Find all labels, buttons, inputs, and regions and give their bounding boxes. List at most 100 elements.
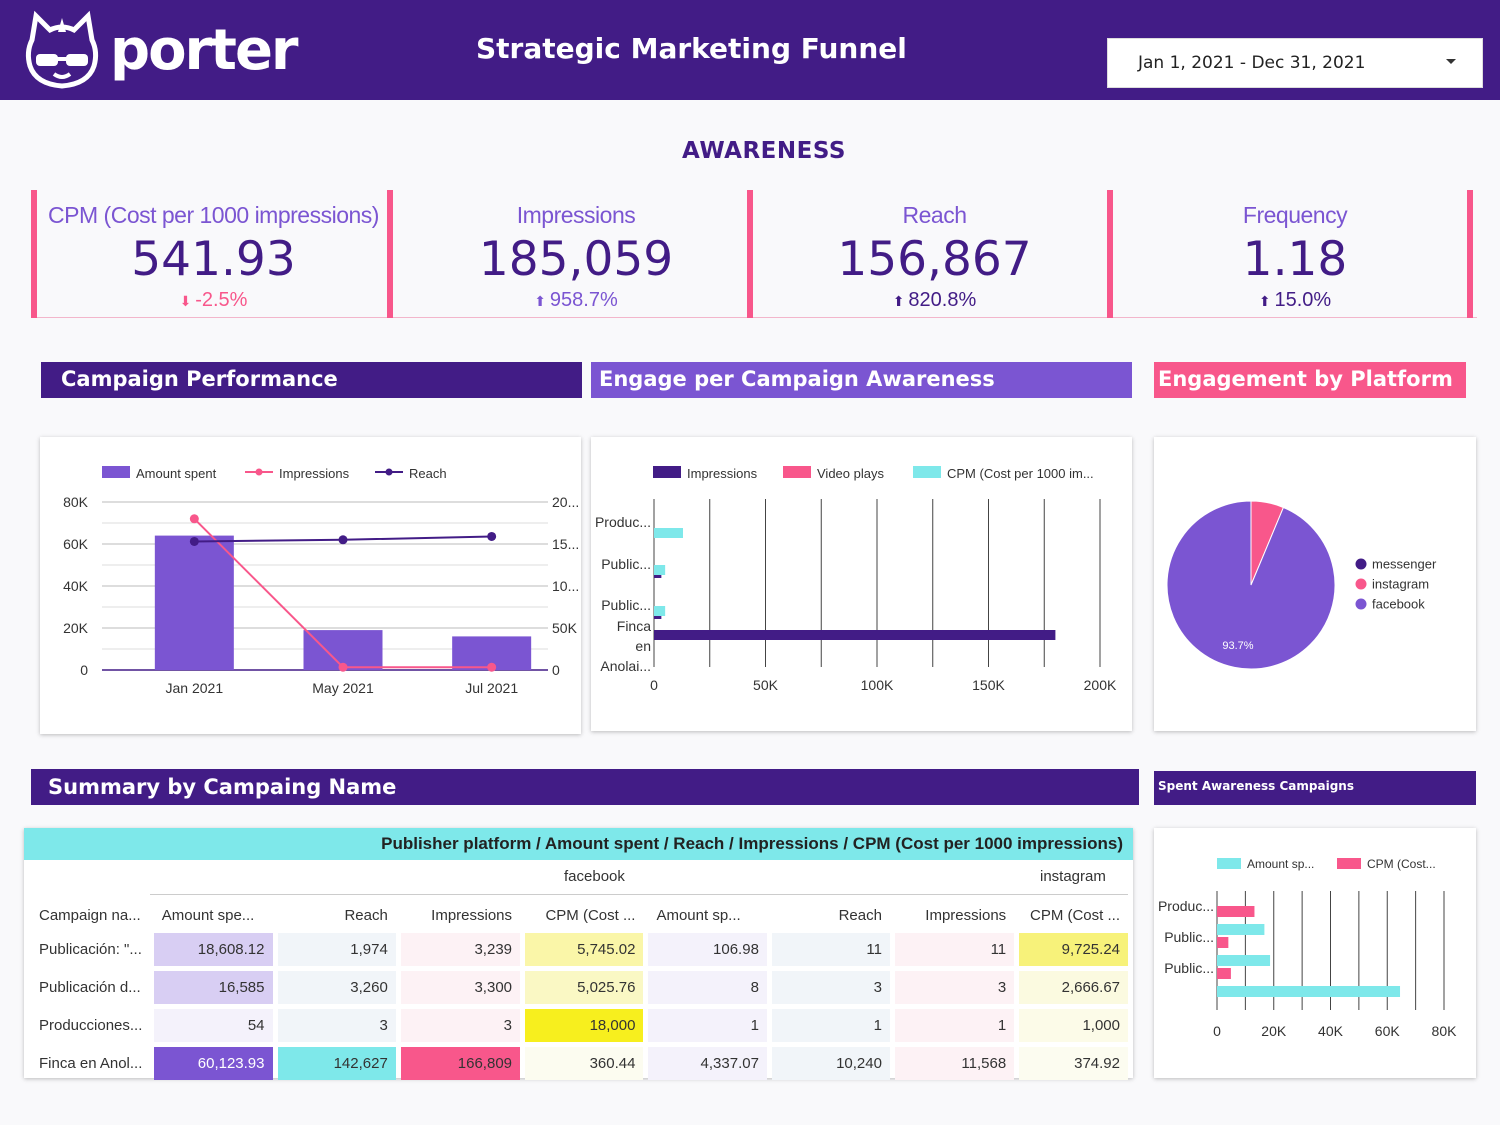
kpi-label: Frequency	[1242, 202, 1348, 228]
x-tick-label: 60K	[1375, 1023, 1401, 1039]
table-cell: 9,725.24	[1019, 933, 1128, 966]
table-cell: 11	[771, 933, 890, 966]
brand-name: porter	[110, 18, 299, 83]
x-tick-label: 50K	[753, 677, 779, 693]
y-tick-label: 80K	[63, 494, 89, 510]
chevron-down-icon[interactable]	[1446, 59, 1456, 64]
table-cell: 3	[771, 971, 890, 1004]
bar-amount-spent	[1217, 986, 1401, 997]
date-range-picker[interactable]: Jan 1, 2021 - Dec 31, 2021	[1107, 38, 1483, 88]
kpi-value: 185,059	[478, 232, 674, 287]
legend-swatch	[1355, 598, 1367, 610]
table-cell: 10,240	[771, 1047, 890, 1080]
engagement-by-platform-card: 93.7% messenger instagram facebook	[1154, 437, 1476, 731]
table-cell: 1,974	[277, 933, 396, 966]
kpi-value: 1.18	[1242, 232, 1348, 287]
table-cell: 3,260	[277, 971, 396, 1004]
column-header[interactable]: Amount sp...	[656, 907, 741, 924]
column-header[interactable]: CPM (Cost ...	[1029, 907, 1120, 924]
y-category-label: Public...	[601, 597, 651, 613]
table-cell: 16,585	[153, 971, 273, 1004]
platform-divider	[150, 894, 1128, 895]
kpi-label: CPM (Cost per 1000 impressions)	[48, 202, 379, 228]
x-tick-label: 150K	[972, 677, 1005, 693]
table-cell: 5,745.02	[525, 933, 644, 966]
kpi-value: 541.93	[131, 232, 296, 287]
y-category-label: Anolai...	[600, 658, 651, 674]
legend-label: Video plays	[817, 466, 884, 481]
table-row[interactable]: Publicación: "... 18,608.12 1,974 3,239 5,74…	[31, 933, 1128, 966]
y-tick-label: 60K	[63, 536, 89, 552]
column-header[interactable]: Reach	[344, 907, 388, 924]
table-cell: 106.98	[648, 933, 767, 966]
kpi-card-reach: Reach 156,867 ⬆ 820.8%	[756, 190, 1113, 318]
arrow-down-icon: ⬇	[179, 293, 196, 309]
table-row[interactable]: Publicación d... 16,585 3,260 3,300 5,025.76…	[31, 971, 1128, 1004]
platform-label-facebook: facebook	[564, 868, 625, 885]
column-header[interactable]: Reach	[838, 907, 882, 924]
kpi-accent-right	[387, 190, 393, 318]
legend-label: Amount spent	[136, 466, 217, 481]
kpi-card-cpm: CPM (Cost per 1000 impressions) 541.93 ⬇…	[31, 190, 396, 318]
campaign-performance-chart[interactable]: Amount spent Impressions Reach 80K 20... 60K 1…	[40, 437, 581, 734]
legend-swatch	[913, 466, 941, 478]
x-tick-label: Jan 2021	[166, 680, 224, 696]
x-tick-label: 40K	[1318, 1023, 1344, 1039]
series-point-reach	[487, 531, 497, 541]
x-tick-label: 0	[650, 677, 658, 693]
y-category-label: Public...	[601, 556, 651, 572]
series-point-impressions	[189, 514, 199, 524]
x-tick-label: May 2021	[312, 680, 374, 696]
column-header[interactable]: Impressions	[925, 907, 1007, 924]
bar-amount-spent	[1217, 924, 1265, 935]
table-cell: 8	[648, 971, 767, 1004]
bar-cpm	[654, 565, 666, 575]
summary-table: Campaign na... Amount spe... Reach Impre…	[26, 898, 1133, 1085]
engagement-by-platform-chart[interactable]: 93.7% messenger instagram facebook	[1154, 437, 1476, 731]
arrow-up-icon: ⬆	[892, 293, 909, 309]
kpi-accent-right	[1467, 190, 1473, 318]
table-row[interactable]: Finca en Anol... 60,123.93 142,627 166,809 3…	[31, 1047, 1128, 1080]
spent-awareness-chart[interactable]: Amount sp... CPM (Cost... 0 20K 40K 60K 80K Pro…	[1154, 828, 1476, 1078]
table-header-banner: Publisher platform / Amount spent / Reac…	[24, 828, 1133, 860]
series-point-reach	[189, 536, 199, 546]
table-cell: 54	[153, 1009, 273, 1042]
bar-cpm	[1217, 937, 1229, 948]
spent-awareness-card: Amount sp... CPM (Cost... 0 20K 40K 60K 80K Pro…	[1154, 828, 1476, 1078]
engage-per-campaign-chart[interactable]: Impressions Video plays CPM (Cost per 1000…	[591, 437, 1132, 731]
x-tick-label: 20K	[1261, 1023, 1287, 1039]
table-cell: 166,809	[400, 1047, 521, 1080]
series-point-impressions	[338, 662, 348, 672]
legend-swatch	[102, 466, 130, 478]
table-cell: 360.44	[525, 1047, 644, 1080]
column-header-campaign[interactable]: Campaign na...	[39, 907, 141, 924]
column-header[interactable]: CPM (Cost ...	[545, 907, 636, 924]
bar-cpm	[654, 606, 666, 616]
legend-swatch	[1355, 558, 1367, 570]
kpi-value: 156,867	[837, 232, 1032, 287]
table-cell: 3	[277, 1009, 396, 1042]
legend-label: Amount sp...	[1247, 857, 1314, 871]
y-tick-label: 20K	[63, 620, 89, 636]
kpi-delta: ⬆ 820.8%	[892, 289, 977, 311]
table-cell: 18,000	[525, 1009, 644, 1042]
table-header-row: Campaign na... Amount spe... Reach Impre…	[31, 903, 1128, 928]
legend-label: Impressions	[279, 466, 350, 481]
kpi-accent-left	[31, 190, 37, 318]
arrow-up-icon: ⬆	[534, 293, 550, 309]
table-cell: 18,608.12	[153, 933, 273, 966]
legend-label: messenger	[1372, 557, 1437, 572]
y-category-label: Public...	[1164, 929, 1214, 945]
pie-slice-label: 93.7%	[1222, 640, 1253, 652]
panel-title-engagement-by-platform: Engagement by Platform	[1154, 362, 1466, 398]
y2-tick-label: 20...	[552, 494, 579, 510]
y2-tick-label: 15...	[552, 536, 579, 552]
campaign-name-cell: Publicación d...	[39, 979, 141, 996]
table-cell: 1	[648, 1009, 767, 1042]
column-header[interactable]: Impressions	[431, 907, 513, 924]
legend-label: instagram	[1372, 577, 1429, 592]
y2-tick-label: 10...	[552, 578, 579, 594]
table-row[interactable]: Producciones... 54 3 3 18,000 1 1 1 1,000	[31, 1009, 1128, 1042]
bar-amount-spent	[154, 535, 234, 670]
column-header[interactable]: Amount spe...	[161, 907, 255, 924]
